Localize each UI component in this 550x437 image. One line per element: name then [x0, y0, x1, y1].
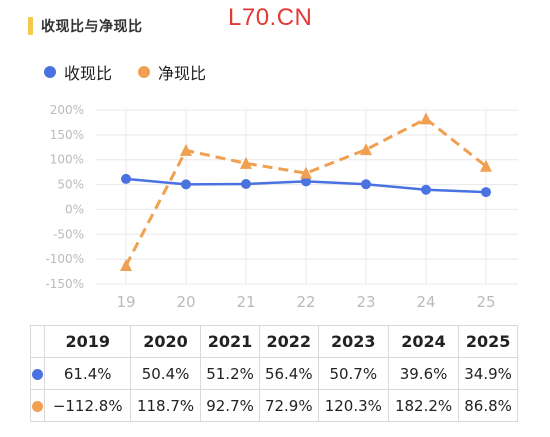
table-cell: 50.7% [317, 357, 389, 390]
table-header-cell: 2023 [317, 325, 389, 358]
x-tick-label: 21 [236, 293, 255, 311]
series-1-point [181, 179, 191, 190]
table-cell: 51.2% [200, 357, 260, 390]
table-cell: 120.3% [317, 389, 389, 422]
table-header-cell: 2021 [200, 325, 260, 358]
table-row-marker-cell [29, 357, 46, 390]
table-cell: 72.9% [258, 389, 319, 422]
table-row-marker-cell [29, 389, 46, 422]
y-tick-label: 150% [50, 128, 84, 142]
table-cell: 39.6% [387, 357, 460, 390]
x-tick-label: 22 [296, 293, 315, 311]
table-header-cell: 2019 [44, 325, 131, 358]
series-2-point [300, 166, 312, 179]
legend-label-series-2: 净现比 [158, 64, 207, 83]
legend-item-series-2[interactable]: 净现比 [138, 60, 206, 84]
series-1-point [481, 187, 491, 198]
table-header-cell: 2025 [458, 325, 518, 358]
table-header-cell: 2020 [129, 325, 202, 358]
table-header-cell: 2022 [258, 325, 319, 358]
watermark: L70.CN [228, 4, 313, 31]
chart-legend: 收现比 净现比 [44, 60, 232, 84]
table-cell: 50.4% [129, 357, 202, 390]
series-1-point [421, 184, 431, 195]
series-2-point [120, 259, 132, 272]
y-tick-label: 100% [50, 153, 84, 167]
table-cell: 86.8% [458, 389, 518, 422]
series-2-point [360, 143, 372, 156]
table-row-series-2: −112.8% 118.7% 92.7% 72.9% 120.3% 182.2%… [29, 389, 518, 422]
row-marker-dot [32, 400, 44, 412]
series-2-point [240, 156, 252, 169]
table-corner-cell [29, 325, 46, 358]
y-tick-label: -100% [45, 252, 84, 266]
series-1-point [361, 179, 371, 190]
legend-marker-series-1 [44, 66, 56, 78]
x-tick-label: 20 [176, 293, 195, 311]
x-tick-label: 23 [356, 293, 375, 311]
title-accent-bar [28, 17, 33, 35]
series-2-point [420, 112, 432, 125]
data-table: 2019 2020 2021 2022 2023 2024 2025 61.4%… [29, 325, 518, 422]
table-cell: 56.4% [258, 357, 319, 390]
series-1-point [301, 176, 311, 187]
legend-label-series-1: 收现比 [64, 64, 113, 83]
table-cell: 182.2% [387, 389, 460, 422]
table-cell: 34.9% [458, 357, 518, 390]
table-row-series-1: 61.4% 50.4% 51.2% 56.4% 50.7% 39.6% 34.9… [29, 357, 518, 390]
table-cell: 118.7% [129, 389, 202, 422]
row-marker-dot [32, 368, 44, 380]
table-cell: 92.7% [200, 389, 260, 422]
chart-title: 收现比与净现比 [41, 19, 143, 35]
table-cell: −112.8% [44, 389, 131, 422]
table-header-row: 2019 2020 2021 2022 2023 2024 2025 [29, 325, 518, 358]
y-tick-label: -150% [45, 277, 84, 291]
y-tick-label: 200% [50, 103, 84, 117]
series-2-point [480, 159, 492, 172]
series-1-point [121, 173, 131, 184]
chart-title-block: 收现比与净现比 [28, 14, 143, 38]
x-tick-label: 25 [476, 293, 495, 311]
x-tick-label: 24 [416, 293, 435, 311]
y-tick-label: 0% [65, 202, 84, 216]
y-tick-label: -50% [53, 227, 84, 241]
table-header-cell: 2024 [387, 325, 460, 358]
table-cell: 61.4% [44, 357, 131, 390]
series-1-point [241, 178, 251, 189]
legend-item-series-1[interactable]: 收现比 [44, 60, 112, 84]
y-tick-label: 50% [57, 178, 84, 192]
legend-marker-series-2 [138, 66, 151, 78]
series-2-point [180, 143, 192, 156]
x-tick-label: 19 [116, 293, 135, 311]
